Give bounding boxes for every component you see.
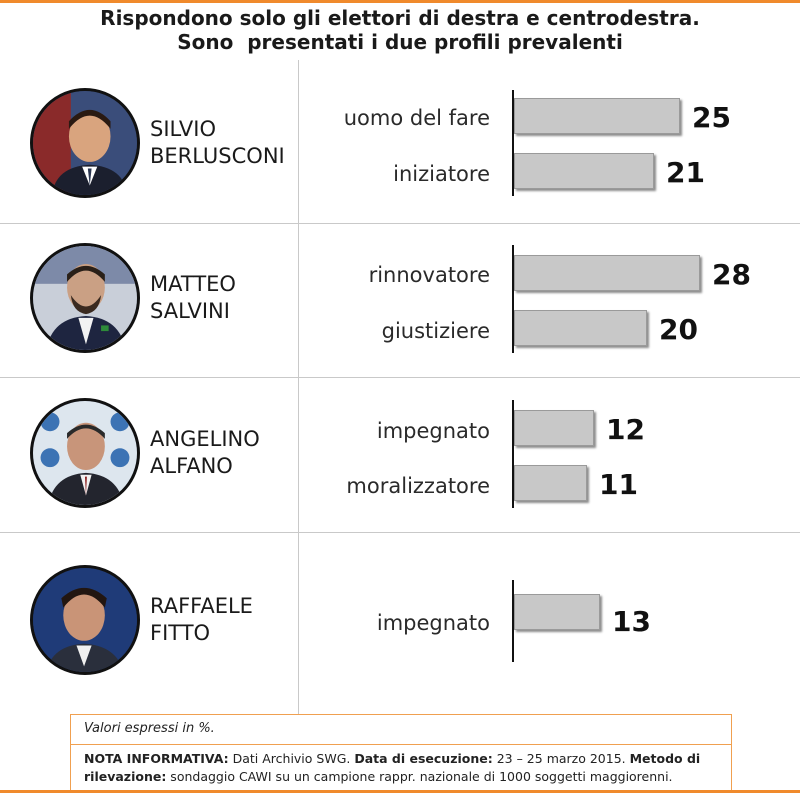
last-name: ALFANO bbox=[150, 454, 233, 478]
last-name: BERLUSCONI bbox=[150, 144, 285, 168]
vertical-divider bbox=[298, 60, 299, 714]
person-photo-icon bbox=[33, 401, 137, 505]
person-name: SILVIO BERLUSCONI bbox=[150, 116, 290, 170]
bar-axis bbox=[512, 245, 514, 353]
bar-value-label: 28 bbox=[712, 258, 751, 291]
bar bbox=[514, 255, 700, 291]
row-divider bbox=[0, 532, 800, 533]
units-note: Valori espressi in %. bbox=[84, 721, 215, 736]
title-line-2: Sono presentati i due profili prevalenti bbox=[177, 30, 623, 54]
note-separator bbox=[70, 744, 732, 745]
bar-label: giustiziere bbox=[381, 319, 490, 343]
first-name: MATTEO bbox=[150, 272, 236, 296]
bar-label: impegnato bbox=[376, 419, 490, 443]
bar bbox=[514, 410, 594, 446]
bar-axis bbox=[512, 400, 514, 508]
portrait-alfano bbox=[30, 398, 140, 508]
date-text: 23 – 25 marzo 2015. bbox=[492, 751, 630, 766]
bar bbox=[514, 153, 654, 189]
person-name: RAFFAELE FITTO bbox=[150, 593, 290, 647]
row-divider bbox=[0, 223, 800, 224]
bar-label: uomo del fare bbox=[343, 106, 490, 130]
bar bbox=[514, 465, 587, 501]
portrait-berlusconi bbox=[30, 88, 140, 198]
first-name: ANGELINO bbox=[150, 427, 260, 451]
bar-label: moralizzatore bbox=[346, 474, 490, 498]
person-name: ANGELINO ALFANO bbox=[150, 426, 290, 480]
note-box bbox=[70, 714, 732, 790]
bar-label: impegnato bbox=[376, 611, 490, 635]
chart-title: Rispondono solo gli elettori di destra e… bbox=[0, 6, 800, 54]
info-label: NOTA INFORMATIVA: bbox=[84, 751, 229, 766]
bar-value-label: 13 bbox=[612, 605, 651, 638]
row-divider bbox=[0, 377, 800, 378]
info-text: Dati Archivio SWG. bbox=[228, 751, 355, 766]
bar-label: rinnovatore bbox=[368, 263, 490, 287]
person-name: MATTEO SALVINI bbox=[150, 271, 290, 325]
bar-value-label: 11 bbox=[599, 468, 638, 501]
bar bbox=[514, 98, 680, 134]
person-photo-icon bbox=[33, 568, 137, 672]
first-name: RAFFAELE bbox=[150, 594, 253, 618]
top-accent-line bbox=[0, 0, 800, 3]
bar bbox=[514, 310, 647, 346]
title-line-1: Rispondono solo gli elettori di destra e… bbox=[100, 6, 700, 30]
person-photo-icon bbox=[33, 246, 137, 350]
bar-value-label: 12 bbox=[606, 413, 645, 446]
portrait-fitto bbox=[30, 565, 140, 675]
method-text: sondaggio CAWI su un campione rappr. naz… bbox=[166, 769, 673, 784]
portrait-salvini bbox=[30, 243, 140, 353]
bar-axis bbox=[512, 580, 514, 662]
bar bbox=[514, 594, 600, 630]
first-name: SILVIO bbox=[150, 117, 217, 141]
bar-axis bbox=[512, 90, 514, 196]
person-photo-icon bbox=[33, 91, 137, 195]
date-label: Data di esecuzione: bbox=[354, 751, 493, 766]
bar-label: iniziatore bbox=[393, 162, 490, 186]
last-name: SALVINI bbox=[150, 299, 230, 323]
bar-value-label: 25 bbox=[692, 101, 731, 134]
bar-value-label: 21 bbox=[666, 156, 705, 189]
bottom-accent-line bbox=[0, 790, 800, 802]
methodology-note: NOTA INFORMATIVA: Dati Archivio SWG. Dat… bbox=[84, 750, 724, 786]
last-name: FITTO bbox=[150, 621, 211, 645]
method-label: Metodo di rilevazione: bbox=[84, 751, 701, 784]
bar-value-label: 20 bbox=[659, 313, 698, 346]
